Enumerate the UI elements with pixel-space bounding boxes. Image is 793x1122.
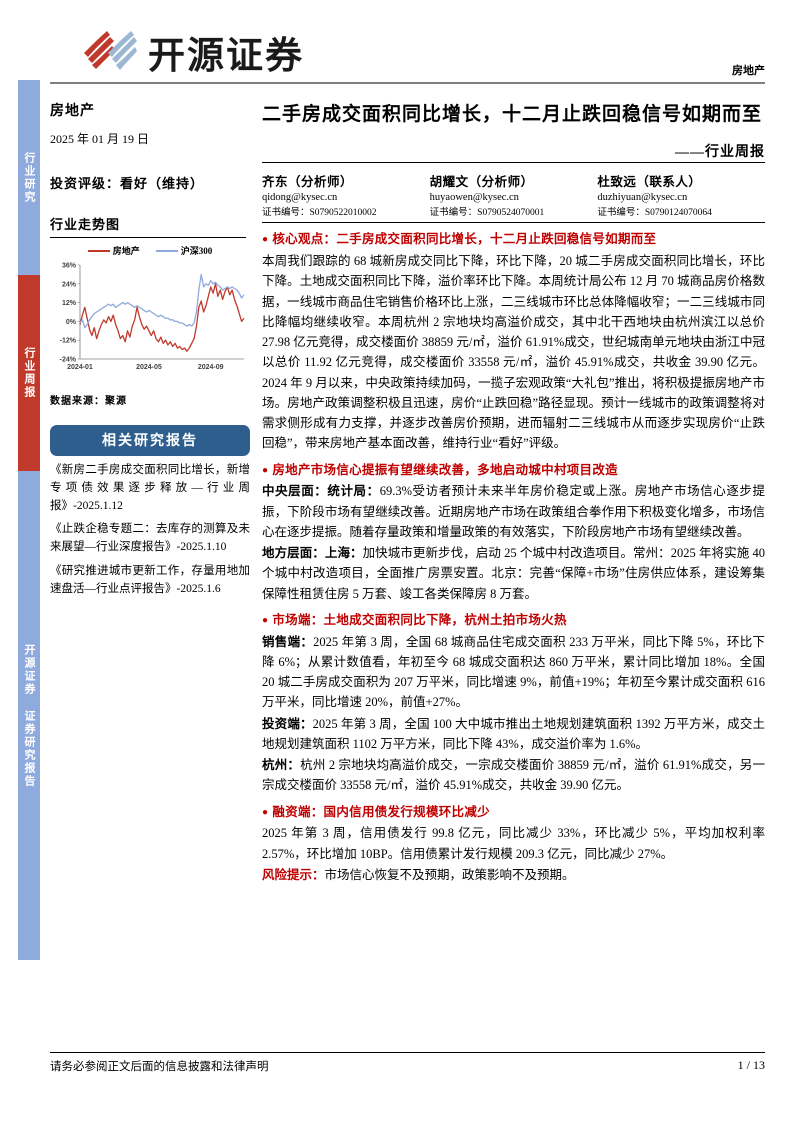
svg-text:0%: 0% <box>66 319 77 326</box>
legend-label-csi300: 沪深300 <box>180 246 213 256</box>
svg-text:-12%: -12% <box>60 338 77 345</box>
side-tab-industry-research[interactable]: 行业研究 <box>18 80 40 275</box>
section-paragraph: 杭州：杭州 2 宗地块均高溢价成交，一宗成交楼面价 38859 元/㎡，溢价 6… <box>262 755 765 796</box>
section-heading-market-side: 市场端：土地成交面积同比下降，杭州土拍市场火热 <box>262 611 765 630</box>
page-number: 1 / 13 <box>737 1058 765 1072</box>
footer-divider <box>50 1052 765 1053</box>
analyst-cert: 证书编号：S0790522010002 <box>262 208 377 219</box>
industry-trend-chart: 房地产 沪深300 36% 24% 12% 0% -12% -24% 2024-01 2024… <box>50 244 250 384</box>
paragraph-text: 2025 年第 3 周，全国 100 大中城市推出土地规划建筑面积 1392 万… <box>262 716 765 751</box>
paragraph-lead: 投资端： <box>262 716 313 731</box>
publish-date: 2025 年 01 月 19 日 <box>50 132 150 146</box>
section-heading-core-view: 核心观点：二手房成交面积同比增长，十二月止跌回稳信号如期而至 <box>262 230 765 249</box>
svg-text:2024-01: 2024-01 <box>67 364 93 371</box>
analyst-name: 杜致远（联系人） <box>597 175 702 190</box>
svg-text:24%: 24% <box>62 281 77 288</box>
report-type-rule <box>262 162 765 164</box>
section-paragraph: 本周我们跟踪的 68 城新房成交同比下降，环比下降，20 城二手房成交面积同比增… <box>262 251 765 454</box>
chart-legend: 房地产 沪深300 <box>50 244 250 257</box>
svg-text:2024-05: 2024-05 <box>136 364 162 371</box>
paragraph-text: 2025 年第 3 周，信用债发行 99.8 亿元，同比减少 33%，环比减少 … <box>262 826 765 861</box>
analyst-entry: 齐东（分析师） qidong@kysec.cn 证书编号：S0790522010… <box>262 171 430 218</box>
paragraph-lead: 杭州： <box>262 758 301 773</box>
paragraph-lead: 中央层面：统计局： <box>262 484 380 499</box>
analyst-cert: 证书编号：S0790524070001 <box>429 208 545 219</box>
right-column: 二手房成交面积同比增长，十二月止跌回稳信号如期而至 ——行业周报 齐东（分析师）… <box>262 100 765 886</box>
paragraph-text: 2025 年第 3 周，全国 68 城商品住宅成交面积 233 万平米，同比下降… <box>262 634 765 710</box>
paragraph-text: 69.3%受访者预计未来半年房价稳定或上涨。房地产市场信心逐步提振，下阶段市场有… <box>262 484 765 539</box>
footer-disclaimer: 请务必参阅正文后面的信息披露和法律声明 <box>50 1061 269 1073</box>
section-paragraph: 地方层面：上海：加快城市更新步伐，启动 25 个城中村改造项目。常州：2025 … <box>262 543 765 604</box>
analyst-list: 齐东（分析师） qidong@kysec.cn 证书编号：S0790522010… <box>262 171 765 218</box>
legend-label-real-estate: 房地产 <box>112 246 140 256</box>
brand-logo: 开源证券 <box>80 28 304 76</box>
section-paragraph: 2025 年第 3 周，信用债发行 99.8 亿元，同比减少 33%，环比减少 … <box>262 823 765 864</box>
related-report-item[interactable]: 《研究推进城市更新工作，存量用地加速盘活—行业点评报告》-2025.1.6 <box>50 565 250 595</box>
side-tab-industry-weekly[interactable]: 行业周报 <box>18 275 40 471</box>
legend-item-csi300: 沪深300 <box>155 244 213 257</box>
section-heading-financing-side: 融资端：国内信用债发行规模环比减少 <box>262 803 765 822</box>
related-report-item[interactable]: 《新房二手房成交面积同比增长，新增专项债效果逐步释放—行业周报》-2025.1.… <box>50 464 250 512</box>
trend-chart-heading: 行业走势图 <box>50 217 121 232</box>
page-title: 二手房成交面积同比增长，十二月止跌回稳信号如期而至 <box>262 104 763 125</box>
side-tab-rail: 行业研究 行业周报 开源证券 证券研究报告 <box>18 80 40 960</box>
investment-rating: 投资评级：看好（维持） <box>50 176 205 191</box>
trend-heading-rule <box>50 237 246 238</box>
side-tab-kysec-research-report[interactable]: 开源证券 证券研究报告 <box>18 471 40 960</box>
related-report-item[interactable]: 《止跌企稳专题二：去库存的测算及未来展望—行业深度报告》-2025.1.10 <box>50 523 250 554</box>
chart-data-source: 数据来源：聚源 <box>50 396 127 407</box>
analyst-entry: 杜致远（联系人） duzhiyuan@kysec.cn 证书编号：S079012… <box>597 171 765 218</box>
risk-notice-label: 风险提示： <box>262 867 325 882</box>
analyst-divider <box>262 222 765 224</box>
report-type-label: ——行业周报 <box>675 145 765 161</box>
related-reports-list: 《新房二手房成交面积同比增长，新增专项债效果逐步释放—行业周报》-2025.1.… <box>50 462 250 599</box>
analyst-email[interactable]: huyaowen@kysec.cn <box>429 192 519 204</box>
legend-swatch-csi300 <box>155 249 178 252</box>
side-tab-industry-weekly-label: 行业周报 <box>23 347 35 399</box>
masthead-sector-tag: 房地产 <box>732 65 765 77</box>
kysec-logo-icon <box>84 31 137 70</box>
paragraph-lead: 销售端： <box>262 634 314 649</box>
side-tab-kysec-research-report-label: 开源证券 证券研究报告 <box>23 643 35 788</box>
svg-text:36%: 36% <box>62 263 77 270</box>
section-heading-market-confidence: 房地产市场信心提振有望继续改善，多地启动城中村项目改造 <box>262 461 765 480</box>
report-type-banner: ——行业周报 <box>262 143 765 164</box>
paragraph-text: 杭州 2 宗地块均高溢价成交，一宗成交楼面价 38859 元/㎡，溢价 61.9… <box>262 758 765 793</box>
risk-notice-text: 市场信心恢复不及预期，政策影响不及预期。 <box>324 867 575 882</box>
left-column: 房地产 2025 年 01 月 19 日 投资评级：看好（维持） 行业走势图 房… <box>50 100 250 599</box>
analyst-email[interactable]: qidong@kysec.cn <box>262 192 338 204</box>
brand-name: 开源证券 <box>148 35 304 76</box>
sector-name: 房地产 <box>50 104 95 119</box>
analyst-cert: 证书编号：S0790124070064 <box>597 208 712 219</box>
svg-text:-24%: -24% <box>60 357 77 364</box>
chart-plot-area: 36% 24% 12% 0% -12% -24%2024-01 2024-05 2024-09 <box>60 263 245 371</box>
risk-notice: 风险提示：市场信心恢复不及预期，政策影响不及预期。 <box>262 865 765 885</box>
svg-text:12%: 12% <box>62 300 77 307</box>
legend-item-real-estate: 房地产 <box>87 244 140 257</box>
analyst-name: 胡耀文（分析师） <box>429 175 534 190</box>
analyst-email[interactable]: duzhiyuan@kysec.cn <box>597 192 688 204</box>
analyst-entry: 胡耀文（分析师） huyaowen@kysec.cn 证书编号：S0790524… <box>430 171 598 218</box>
side-tab-industry-research-label: 行业研究 <box>23 151 35 204</box>
related-reports-title: 相关研究报告 <box>50 425 250 456</box>
svg-text:2024-09: 2024-09 <box>198 364 224 371</box>
paragraph-text: 本周我们跟踪的 68 城新房成交同比下降，环比下降，20 城二手房成交面积同比增… <box>262 254 765 451</box>
analyst-name: 齐东（分析师） <box>262 175 354 190</box>
masthead-divider <box>50 82 765 84</box>
section-paragraph: 投资端：2025 年第 3 周，全国 100 大中城市推出土地规划建筑面积 13… <box>262 714 765 755</box>
section-paragraph: 销售端：2025 年第 3 周，全国 68 城商品住宅成交面积 233 万平米，… <box>262 632 765 713</box>
paragraph-text: 加快城市更新步伐，启动 25 个城中村改造项目。常州：2025 年将实施 40 … <box>262 546 765 601</box>
paragraph-lead: 地方层面：上海： <box>262 546 363 561</box>
section-paragraph: 中央层面：统计局：69.3%受访者预计未来半年房价稳定或上涨。房地产市场信心逐步… <box>262 481 765 542</box>
legend-swatch-real-estate <box>87 249 110 252</box>
